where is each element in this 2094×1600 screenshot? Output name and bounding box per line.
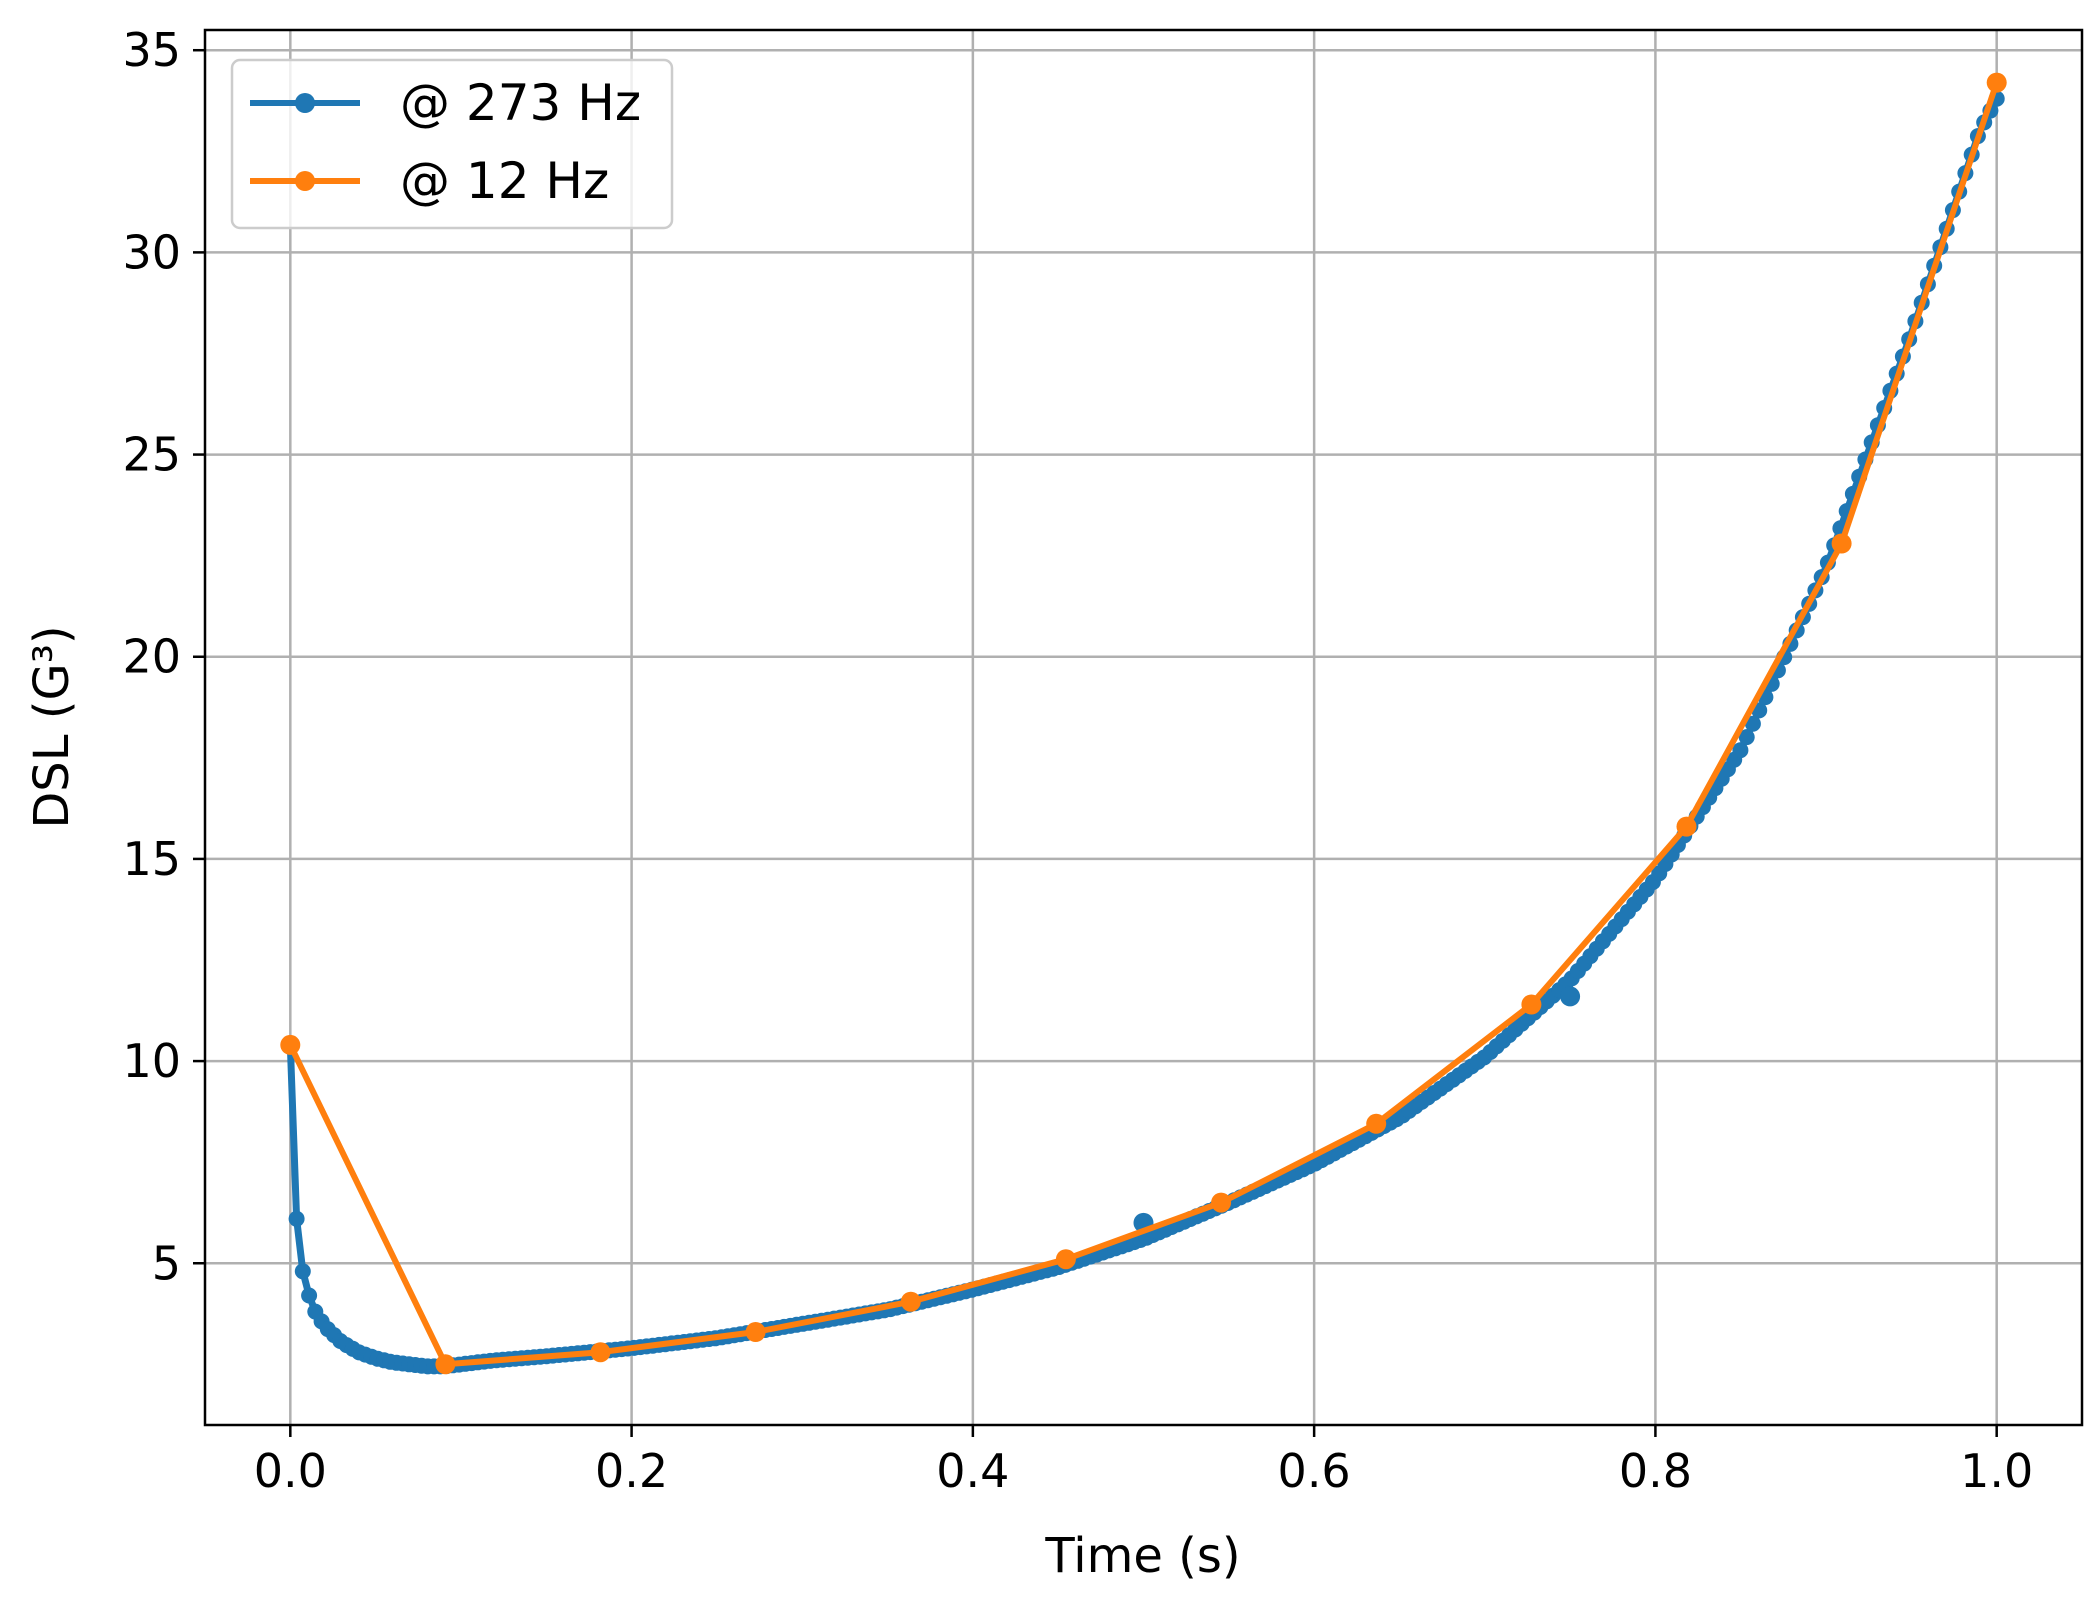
y-tick-label: 15 [122,832,181,886]
y-tick-label: 35 [122,23,181,77]
series-273hz-outlier [1560,986,1581,1007]
y-tick-label: 5 [152,1236,181,1290]
series-273hz-point [294,1263,311,1280]
series-12hz [280,72,2007,1375]
series-12hz-point [1831,533,1852,554]
x-tick-label: 1.0 [1960,1444,2033,1498]
legend-marker-12hz [295,171,315,191]
series-12hz-point [590,1342,611,1363]
x-tick-label: 0.8 [1619,1444,1692,1498]
series-273hz-point [1738,729,1755,746]
y-axis-label: DSL (G³) [24,625,80,828]
x-tick-label: 0.4 [936,1444,1009,1498]
legend-label-273hz: @ 273 Hz [400,74,641,132]
y-tick-label: 10 [122,1034,181,1088]
series-12hz-point [1055,1249,1076,1270]
series-273hz-point [1744,715,1761,732]
plot-frame [203,28,2084,1427]
series-273hz-point [1732,742,1749,759]
legend-label-12hz: @ 12 Hz [400,152,609,210]
series-273hz-point [288,1210,305,1227]
y-tick-label: 20 [122,630,181,684]
legend-marker-273hz [295,93,315,113]
legend: @ 273 Hz @ 12 Hz [230,58,674,230]
series-273hz [282,90,2005,1375]
series-12hz-point [435,1354,456,1375]
x-tick-label: 0.0 [254,1444,327,1498]
series-12hz-point [1521,994,1542,1015]
x-axis-label: Time (s) [1044,1528,1240,1584]
series-273hz-point [301,1287,318,1304]
grid [205,30,2082,1425]
series-12hz-point [1986,72,2007,93]
series-12hz-point [900,1291,921,1312]
series-12hz-point [1676,816,1697,837]
x-tick-label: 0.6 [1278,1444,1351,1498]
series-12hz-point [745,1322,766,1342]
series-12hz-point [1366,1113,1387,1134]
series-12hz-point [1211,1192,1232,1213]
y-tick-label: 30 [122,225,181,279]
x-tick-label: 0.2 [595,1444,668,1498]
series-12hz-line [287,81,2000,1368]
y-tick-label: 25 [122,428,181,482]
series-12hz-point [280,1034,301,1055]
axis-ticks: 0.0 0.2 0.4 0.6 0.8 1.0 5 10 15 20 25 30 35 [122,23,2033,1498]
series-layer [280,72,2007,1375]
